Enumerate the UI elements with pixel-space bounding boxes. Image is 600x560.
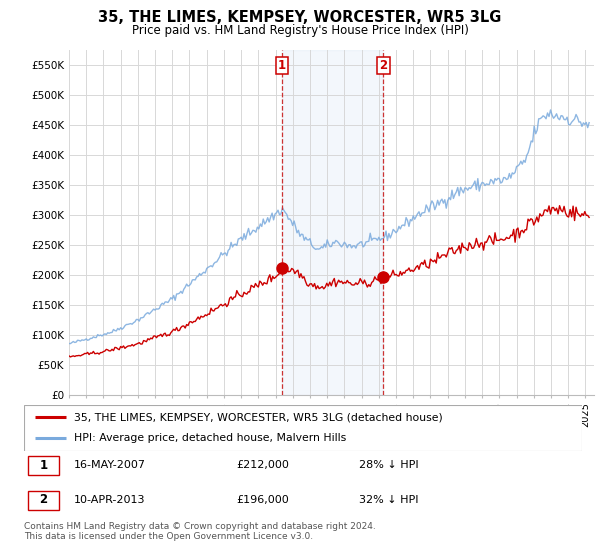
Text: 16-MAY-2007: 16-MAY-2007 bbox=[74, 460, 146, 470]
Text: 10-APR-2013: 10-APR-2013 bbox=[74, 495, 146, 505]
Text: £196,000: £196,000 bbox=[236, 495, 289, 505]
Text: 35, THE LIMES, KEMPSEY, WORCESTER, WR5 3LG: 35, THE LIMES, KEMPSEY, WORCESTER, WR5 3… bbox=[98, 10, 502, 25]
Text: Contains HM Land Registry data © Crown copyright and database right 2024.
This d: Contains HM Land Registry data © Crown c… bbox=[24, 522, 376, 542]
Text: £212,000: £212,000 bbox=[236, 460, 289, 470]
FancyBboxPatch shape bbox=[24, 405, 582, 451]
Text: HPI: Average price, detached house, Malvern Hills: HPI: Average price, detached house, Malv… bbox=[74, 433, 346, 444]
Text: Price paid vs. HM Land Registry's House Price Index (HPI): Price paid vs. HM Land Registry's House … bbox=[131, 24, 469, 36]
FancyBboxPatch shape bbox=[28, 456, 59, 475]
Text: 2: 2 bbox=[40, 493, 47, 506]
FancyBboxPatch shape bbox=[28, 491, 59, 510]
Text: 32% ↓ HPI: 32% ↓ HPI bbox=[359, 495, 418, 505]
Text: 35, THE LIMES, KEMPSEY, WORCESTER, WR5 3LG (detached house): 35, THE LIMES, KEMPSEY, WORCESTER, WR5 3… bbox=[74, 412, 443, 422]
Text: 1: 1 bbox=[40, 459, 47, 472]
Bar bbox=[282, 50, 383, 395]
Text: 2: 2 bbox=[379, 59, 388, 72]
Text: 1: 1 bbox=[278, 59, 286, 72]
Text: 28% ↓ HPI: 28% ↓ HPI bbox=[359, 460, 418, 470]
